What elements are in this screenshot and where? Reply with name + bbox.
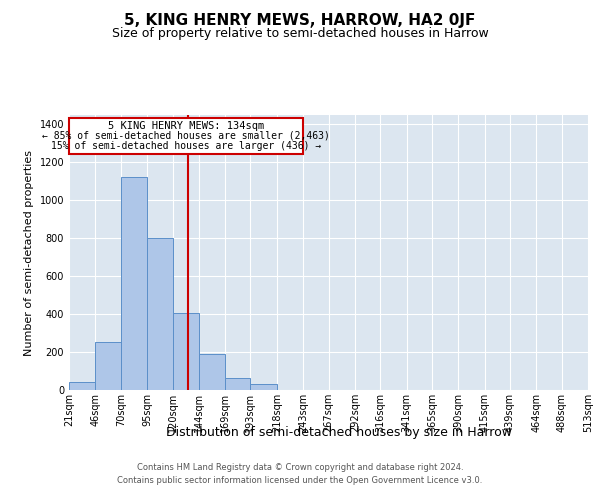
Text: Distribution of semi-detached houses by size in Harrow: Distribution of semi-detached houses by …: [166, 426, 512, 439]
Text: 5 KING HENRY MEWS: 134sqm: 5 KING HENRY MEWS: 134sqm: [108, 121, 264, 131]
Bar: [69, 382, 95, 390]
Bar: [95, 342, 121, 390]
Text: 15% of semi-detached houses are larger (436) →: 15% of semi-detached houses are larger (…: [51, 141, 321, 151]
Text: ← 85% of semi-detached houses are smaller (2,463): ← 85% of semi-detached houses are smalle…: [42, 131, 330, 141]
FancyBboxPatch shape: [69, 118, 303, 154]
Bar: [147, 238, 173, 390]
Bar: [225, 378, 250, 390]
Text: Size of property relative to semi-detached houses in Harrow: Size of property relative to semi-detach…: [112, 28, 488, 40]
Y-axis label: Number of semi-detached properties: Number of semi-detached properties: [24, 150, 34, 356]
Bar: [250, 384, 277, 390]
Bar: [173, 313, 199, 390]
Text: Contains HM Land Registry data © Crown copyright and database right 2024.: Contains HM Land Registry data © Crown c…: [137, 464, 463, 472]
Bar: [121, 176, 147, 390]
Bar: [199, 354, 225, 390]
Text: Contains public sector information licensed under the Open Government Licence v3: Contains public sector information licen…: [118, 476, 482, 485]
Text: 5, KING HENRY MEWS, HARROW, HA2 0JF: 5, KING HENRY MEWS, HARROW, HA2 0JF: [124, 12, 476, 28]
